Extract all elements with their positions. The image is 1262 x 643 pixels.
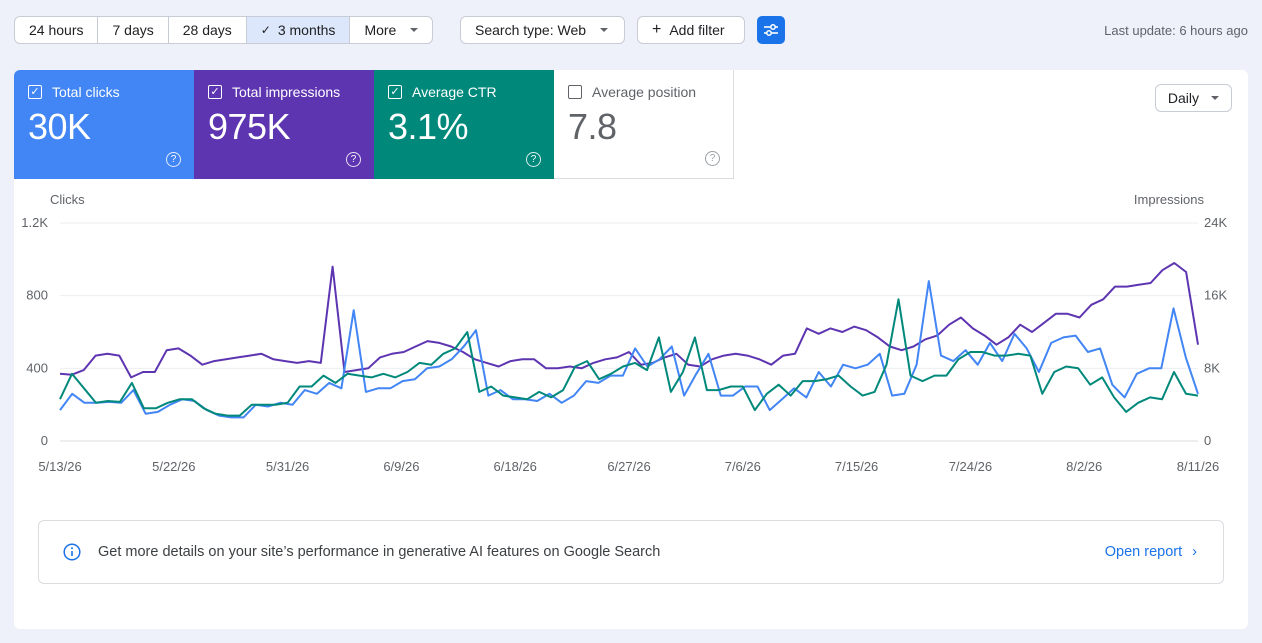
- metric-label: Total clicks: [52, 84, 120, 100]
- plus-icon: +: [652, 21, 662, 38]
- banner-text: Get more details on your site’s performa…: [98, 544, 661, 560]
- metric-label: Average position: [592, 84, 697, 100]
- range-label: 28 days: [182, 22, 232, 38]
- metric-value: 975K: [208, 106, 291, 147]
- right-axis-title: Impressions: [1134, 192, 1205, 207]
- metric-value: 30K: [28, 106, 91, 147]
- x-axis-tick: 6/18/26: [494, 459, 537, 474]
- metric-card-average-position[interactable]: Average position 7.8 ?: [554, 70, 734, 179]
- add-filter-button[interactable]: + Add filter: [637, 16, 745, 44]
- left-axis-title: Clicks: [50, 192, 85, 207]
- right-axis-tick: 8K: [1204, 360, 1220, 375]
- checkbox-checked-icon[interactable]: ✓: [388, 85, 402, 99]
- metric-card-total-impressions[interactable]: ✓ Total impressions 975K ?: [194, 70, 374, 179]
- range-label: More: [364, 22, 397, 38]
- x-axis-tick: 8/2/26: [1066, 459, 1102, 474]
- search-type-dropdown[interactable]: Search type: Web: [460, 16, 625, 44]
- add-filter-label: Add filter: [669, 22, 725, 38]
- last-update-text: Last update: 6 hours ago: [1104, 23, 1248, 38]
- granularity-label: Daily: [1167, 90, 1199, 106]
- total-impressions-series-line: [59, 262, 1199, 379]
- help-icon[interactable]: ?: [346, 152, 361, 167]
- range-label: 24 hours: [29, 22, 84, 38]
- check-icon: ✓: [260, 23, 271, 37]
- caret-down-icon: [1211, 96, 1219, 100]
- x-axis-tick: 7/24/26: [949, 459, 992, 474]
- toolbar: 24 hours 7 days 28 days ✓ 3 months More S…: [14, 16, 1248, 44]
- x-axis-tick: 7/15/26: [835, 459, 878, 474]
- right-axis-tick: 0: [1204, 433, 1211, 448]
- metric-card-average-ctr[interactable]: ✓ Average CTR 3.1% ?: [374, 70, 554, 179]
- range-label: 3 months: [277, 22, 336, 38]
- metric-label: Average CTR: [412, 84, 497, 100]
- x-axis-tick: 6/9/26: [383, 459, 419, 474]
- chevron-right-icon: ›: [1192, 544, 1197, 560]
- help-icon[interactable]: ?: [526, 152, 541, 167]
- x-axis-tick: 5/31/26: [266, 459, 309, 474]
- compare-settings-button[interactable]: [757, 16, 785, 44]
- left-axis-tick: 800: [26, 288, 48, 303]
- range-3-months[interactable]: ✓ 3 months: [246, 17, 351, 43]
- help-icon[interactable]: ?: [166, 152, 181, 167]
- range-28-days[interactable]: 28 days: [169, 17, 247, 43]
- search-type-label: Search type: Web: [475, 22, 587, 38]
- help-icon[interactable]: ?: [705, 151, 720, 166]
- x-axis-tick: 8/11/26: [1177, 459, 1219, 474]
- range-7-days[interactable]: 7 days: [98, 17, 169, 43]
- metric-value: 3.1%: [388, 106, 469, 147]
- metric-label: Total impressions: [232, 84, 341, 100]
- checkbox-unchecked-icon[interactable]: [568, 85, 582, 99]
- right-axis-tick: 24K: [1204, 215, 1227, 230]
- right-axis-tick: 16K: [1204, 288, 1227, 303]
- range-24-hours[interactable]: 24 hours: [15, 17, 99, 43]
- x-axis-tick: 6/27/26: [607, 459, 650, 474]
- left-axis-tick: 1.2K: [21, 215, 48, 230]
- date-range-selector: 24 hours 7 days 28 days ✓ 3 months More: [14, 16, 434, 44]
- x-axis-tick: 5/22/26: [152, 459, 195, 474]
- granularity-dropdown[interactable]: Daily: [1154, 84, 1232, 112]
- x-axis-tick: 5/13/26: [38, 459, 81, 474]
- total-clicks-series-line: [59, 280, 1199, 419]
- open-report-link[interactable]: Open report ›: [1105, 544, 1197, 560]
- metric-value: 7.8: [568, 106, 617, 147]
- average-ctr-series-line: [59, 298, 1199, 417]
- range-label: 7 days: [112, 22, 154, 38]
- ai-features-banner: Get more details on your site’s performa…: [38, 520, 1224, 584]
- performance-chart: Clicks Impressions 0 0 400 8K 800 16K 1.2K 24K 5/1…: [21, 192, 1227, 474]
- left-axis-tick: 0: [41, 433, 48, 448]
- range-more-dropdown[interactable]: More: [350, 17, 432, 43]
- open-report-label: Open report: [1104, 544, 1183, 560]
- checkbox-checked-icon[interactable]: ✓: [28, 85, 42, 99]
- caret-down-icon: [410, 28, 419, 32]
- info-icon: [63, 543, 81, 561]
- caret-down-icon: [600, 28, 609, 32]
- metric-card-total-clicks[interactable]: ✓ Total clicks 30K ?: [14, 70, 194, 179]
- x-axis-tick: 7/6/26: [725, 459, 761, 474]
- performance-panel: ✓ Total clicks 30K ? ✓ Total impressions 9…: [14, 70, 1248, 629]
- checkbox-checked-icon[interactable]: ✓: [208, 85, 222, 99]
- tune-icon: [764, 24, 778, 36]
- left-axis-tick: 400: [26, 360, 48, 375]
